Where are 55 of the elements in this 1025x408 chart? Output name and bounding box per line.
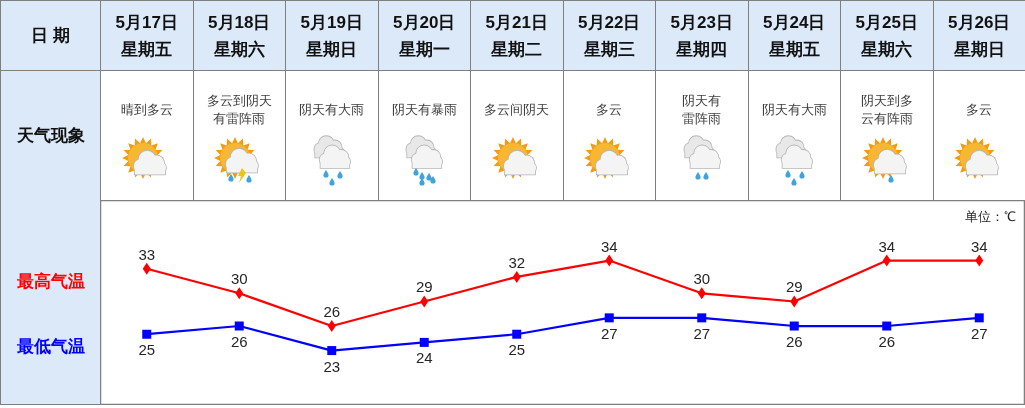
text: 阴天有暴雨 bbox=[391, 101, 457, 119]
point bbox=[697, 313, 707, 323]
text: 最高气温 bbox=[15, 271, 86, 293]
x-tick-label: 5月25日星期六 bbox=[854, 11, 919, 61]
data-label: 26 bbox=[323, 303, 341, 321]
x-tick-label: 5月24日星期五 bbox=[762, 11, 827, 61]
data-label: 27 bbox=[970, 324, 988, 342]
data-label: 25 bbox=[138, 341, 156, 359]
x-tick-label: 5月22日星期三 bbox=[577, 11, 642, 61]
point bbox=[234, 321, 244, 331]
x-tick-label: 5月19日星期日 bbox=[299, 11, 364, 61]
data-label: 23 bbox=[323, 357, 341, 375]
y-axis-title: 单位：℃ bbox=[964, 208, 1016, 224]
data-label: 32 bbox=[508, 253, 526, 271]
point bbox=[419, 337, 429, 347]
text: 晴到多云 bbox=[120, 101, 173, 119]
text: 阴天有大雨 bbox=[761, 101, 827, 119]
point bbox=[142, 329, 152, 339]
x-tick-label: 5月17日星期五 bbox=[114, 11, 179, 61]
x-tick-label: 5月20日星期一 bbox=[392, 11, 457, 61]
text: 最低气温 bbox=[15, 336, 86, 358]
x-tick-label: 5月23日星期四 bbox=[669, 11, 734, 61]
text: 多云到阴天有雷阵雨 bbox=[205, 92, 273, 128]
data-label: 33 bbox=[138, 245, 156, 263]
data-label: 27 bbox=[693, 324, 711, 342]
point bbox=[882, 321, 892, 331]
text: 多云 bbox=[596, 101, 623, 119]
data-label: 30 bbox=[693, 270, 711, 288]
x-axis-title: 日 期 bbox=[0, 0, 101, 71]
data-label: 34 bbox=[970, 237, 988, 255]
data-label: 34 bbox=[878, 237, 896, 255]
data-label: 26 bbox=[230, 333, 248, 351]
x-tick-label: 5月18日星期六 bbox=[207, 11, 272, 61]
text: 多云 bbox=[966, 101, 993, 119]
point bbox=[604, 313, 614, 323]
point bbox=[789, 321, 799, 331]
point bbox=[974, 313, 984, 323]
data-label: 27 bbox=[600, 324, 618, 342]
point bbox=[327, 346, 337, 356]
text: 天气现象 bbox=[0, 70, 101, 201]
point bbox=[512, 329, 522, 339]
data-label: 30 bbox=[230, 270, 248, 288]
data-label: 25 bbox=[508, 341, 526, 359]
data-label: 34 bbox=[600, 237, 618, 255]
text: 阴天有大雨 bbox=[299, 101, 365, 119]
x-tick-label: 5月26日星期日 bbox=[947, 11, 1012, 61]
data-label: 26 bbox=[878, 333, 896, 351]
data-label: 24 bbox=[415, 349, 433, 367]
x-tick-label: 5月21日星期二 bbox=[484, 11, 549, 61]
text: 阴天到多云有阵雨 bbox=[859, 92, 914, 128]
text: 多云间阴天 bbox=[484, 101, 550, 119]
data-label: 29 bbox=[415, 278, 433, 296]
text: 阴天有雷阵雨 bbox=[681, 92, 723, 128]
data-label: 26 bbox=[785, 333, 803, 351]
data-label: 29 bbox=[785, 278, 803, 296]
